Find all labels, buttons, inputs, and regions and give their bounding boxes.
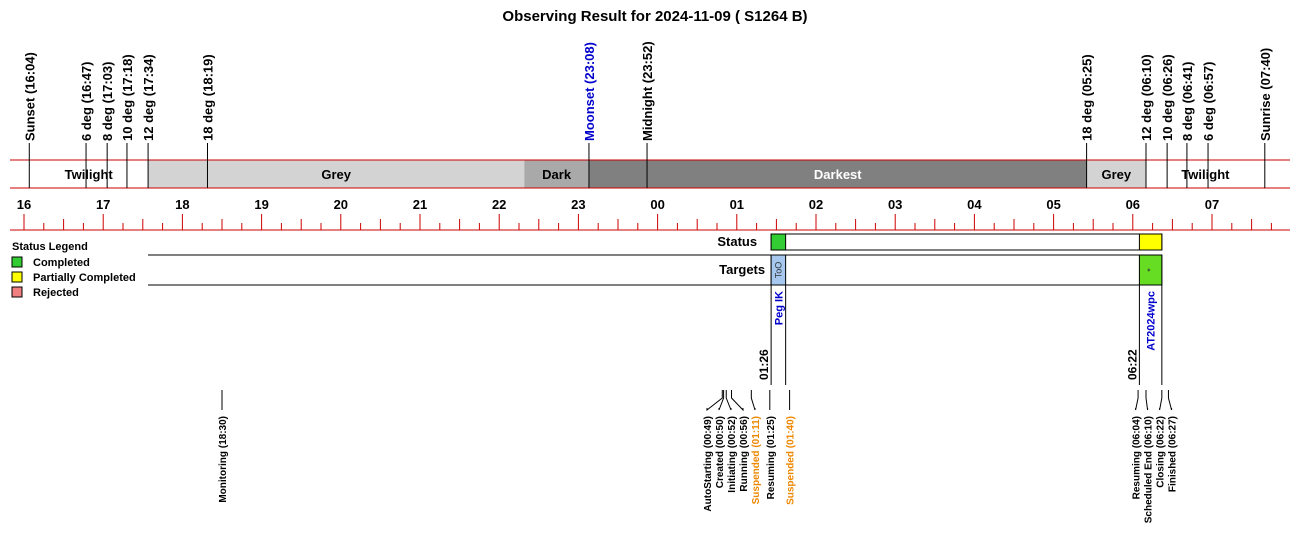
event-leader-2 bbox=[718, 390, 725, 411]
sky-event-label-6-deg-16-47: 6 deg (16:47) bbox=[79, 62, 94, 141]
event-label-scheduled-end-06-10: Scheduled End (06:10) bbox=[1144, 416, 1155, 523]
sky-band-twilight-5 bbox=[1146, 160, 1265, 188]
sky-band-grey-4 bbox=[1086, 160, 1146, 188]
hour-label-02: 02 bbox=[809, 197, 823, 212]
event-leader-11 bbox=[1167, 390, 1173, 411]
sky-band-grey-1 bbox=[148, 160, 525, 188]
sky-event-label-sunset-16-04: Sunset (16:04) bbox=[22, 52, 37, 141]
sky-event-label-moonset-23-08: Moonset (23:08) bbox=[582, 42, 597, 141]
sky-band-label-0: Twilight bbox=[65, 167, 114, 182]
hour-label-03: 03 bbox=[888, 197, 902, 212]
target-name-peg-ik: Peg IK bbox=[773, 291, 785, 325]
event-leader-9 bbox=[1145, 390, 1149, 411]
event-label-closing-06-22: Closing (06:22) bbox=[1156, 416, 1167, 488]
hour-label-16: 16 bbox=[17, 197, 31, 212]
hour-label-04: 04 bbox=[967, 197, 982, 212]
event-leader-1 bbox=[706, 390, 723, 412]
sky-band-label-4: Grey bbox=[1101, 167, 1131, 182]
sky-event-label-12-deg-06-10: 12 deg (06:10) bbox=[1139, 54, 1154, 141]
event-label-suspended-01-40: Suspended (01:40) bbox=[786, 416, 797, 505]
event-leader-4 bbox=[731, 390, 744, 412]
event-label-monitoring-18-30: Monitoring (18:30) bbox=[218, 416, 229, 503]
target-time-label-1: 06:22 bbox=[1125, 349, 1139, 380]
hour-label-23: 23 bbox=[571, 197, 585, 212]
legend-label-rejected: Rejected bbox=[33, 287, 79, 299]
sky-event-label-8-deg-06-41: 8 deg (06:41) bbox=[1180, 62, 1195, 141]
sky-event-label-sunrise-07-40: Sunrise (07:40) bbox=[1258, 48, 1273, 141]
status-row-frame bbox=[770, 233, 1163, 251]
legend-swatch-partially-completed bbox=[11, 271, 23, 283]
target-block-label-0: ToO bbox=[773, 262, 783, 279]
targets-row-frame bbox=[770, 254, 1163, 286]
status-block-0 bbox=[770, 233, 787, 251]
hour-label-20: 20 bbox=[334, 197, 348, 212]
sky-band-dark-2 bbox=[524, 160, 589, 188]
target-block-0 bbox=[770, 254, 787, 286]
hour-label-01: 01 bbox=[730, 197, 744, 212]
event-label-resuming-01-25: Resuming (01:25) bbox=[766, 416, 777, 499]
legend-label-completed: Completed bbox=[33, 257, 90, 269]
legend-title: Status Legend bbox=[12, 241, 88, 253]
hour-label-07: 07 bbox=[1205, 197, 1219, 212]
event-leader-10 bbox=[1159, 390, 1163, 411]
event-label-created-00-50: Created (00:50) bbox=[715, 416, 726, 488]
sky-band-darkest-3 bbox=[588, 160, 1087, 188]
hour-label-18: 18 bbox=[175, 197, 189, 212]
target-name-at2024wpc: AT2024wpc bbox=[1146, 291, 1158, 351]
sky-band-twilight-0 bbox=[29, 160, 149, 188]
sky-event-label-18-deg-18-19: 18 deg (18:19) bbox=[200, 54, 215, 141]
targets-row-label: Targets bbox=[719, 262, 765, 277]
sky-event-label-10-deg-06-26: 10 deg (06:26) bbox=[1160, 54, 1175, 141]
sky-event-label-midnight-23-52: Midnight (23:52) bbox=[640, 41, 655, 141]
event-label-initiating-00-52: Initiating (00:52) bbox=[727, 416, 738, 493]
event-leader-3 bbox=[725, 390, 732, 411]
event-leader-8 bbox=[1135, 390, 1139, 411]
sky-band-label-1: Grey bbox=[321, 167, 351, 182]
event-label-finished-06-27: Finished (06:27) bbox=[1168, 416, 1179, 492]
sky-event-label-6-deg-06-57: 6 deg (06:57) bbox=[1201, 62, 1216, 141]
sky-event-label-10-deg-17-18: 10 deg (17:18) bbox=[120, 54, 135, 141]
event-label-autostarting-00-49: AutoStarting (00:49) bbox=[703, 416, 714, 512]
legend-swatch-completed bbox=[11, 256, 23, 268]
hour-label-00: 00 bbox=[650, 197, 664, 212]
legend-swatch-rejected bbox=[11, 286, 23, 298]
target-time-label-0: 01:26 bbox=[757, 349, 771, 380]
target-block-label-1: * bbox=[1146, 268, 1156, 272]
event-label-resuming-06-04: Resuming (06:04) bbox=[1132, 416, 1143, 499]
hour-label-06: 06 bbox=[1126, 197, 1140, 212]
target-block-1 bbox=[1138, 254, 1163, 286]
hour-label-19: 19 bbox=[254, 197, 268, 212]
status-row-label: Status bbox=[717, 234, 757, 249]
sky-band-label-2: Dark bbox=[542, 167, 572, 182]
sky-band-label-5: Twilight bbox=[1181, 167, 1230, 182]
chart-title: Observing Result for 2024-11-09 ( S1264 … bbox=[502, 8, 807, 25]
hour-label-17: 17 bbox=[96, 197, 110, 212]
legend-label-partially-completed: Partially Completed bbox=[33, 272, 136, 284]
hour-label-05: 05 bbox=[1046, 197, 1060, 212]
sky-band-label-3: Darkest bbox=[814, 167, 862, 182]
event-label-running-00-56: Running (00:56) bbox=[739, 416, 750, 492]
sky-event-label-8-deg-17-03: 8 deg (17:03) bbox=[100, 62, 115, 141]
hour-label-21: 21 bbox=[413, 197, 427, 212]
sky-event-label-12-deg-17-34: 12 deg (17:34) bbox=[141, 54, 156, 141]
status-block-1 bbox=[1138, 233, 1163, 251]
hour-label-22: 22 bbox=[492, 197, 506, 212]
event-leader-5 bbox=[750, 390, 756, 411]
event-label-suspended-01-11: Suspended (01:11) bbox=[751, 416, 762, 504]
sky-event-label-18-deg-05-25: 18 deg (05:25) bbox=[1080, 54, 1095, 141]
